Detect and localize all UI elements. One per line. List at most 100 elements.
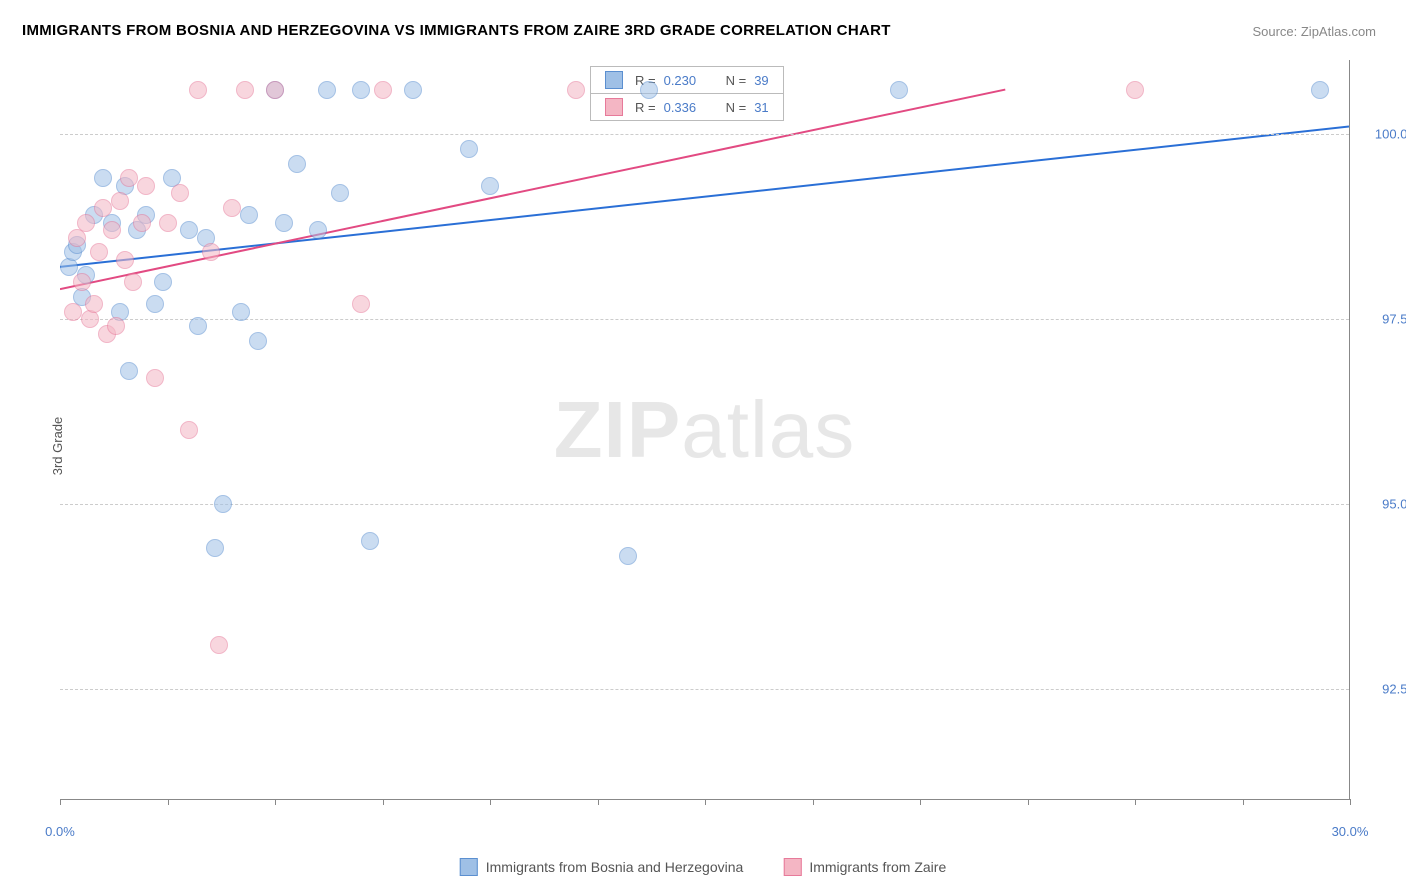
scatter-point-zaire bbox=[159, 214, 177, 232]
x-tick bbox=[168, 799, 169, 805]
scatter-point-zaire bbox=[352, 295, 370, 313]
scatter-point-bosnia bbox=[240, 206, 258, 224]
legend-item-bosnia: Immigrants from Bosnia and Herzegovina bbox=[460, 858, 744, 876]
r-value: 0.336 bbox=[664, 100, 708, 115]
gridline-horizontal bbox=[60, 504, 1349, 505]
scatter-point-zaire bbox=[73, 273, 91, 291]
scatter-point-bosnia bbox=[206, 539, 224, 557]
r-label: R = bbox=[635, 100, 656, 115]
x-tick bbox=[705, 799, 706, 805]
n-value: 31 bbox=[754, 100, 768, 115]
scatter-point-bosnia bbox=[318, 81, 336, 99]
x-tick bbox=[813, 799, 814, 805]
x-tick bbox=[920, 799, 921, 805]
scatter-point-zaire bbox=[120, 169, 138, 187]
legend-stats-box: R =0.230N =39 R = 0.336 N = 31 bbox=[590, 66, 784, 121]
scatter-point-zaire bbox=[171, 184, 189, 202]
x-tick bbox=[1135, 799, 1136, 805]
watermark-atlas: atlas bbox=[681, 385, 855, 474]
scatter-point-bosnia bbox=[619, 547, 637, 565]
scatter-point-bosnia bbox=[120, 362, 138, 380]
x-tick bbox=[490, 799, 491, 805]
legend-item-zaire: Immigrants from Zaire bbox=[783, 858, 946, 876]
scatter-point-zaire bbox=[64, 303, 82, 321]
scatter-point-zaire bbox=[189, 81, 207, 99]
y-tick-label: 92.5% bbox=[1382, 682, 1406, 697]
x-tick bbox=[60, 799, 61, 805]
scatter-point-zaire bbox=[180, 421, 198, 439]
scatter-point-bosnia bbox=[460, 140, 478, 158]
scatter-point-zaire bbox=[107, 317, 125, 335]
scatter-point-bosnia bbox=[890, 81, 908, 99]
y-tick-label: 100.0% bbox=[1375, 127, 1406, 142]
scatter-point-zaire bbox=[111, 192, 129, 210]
x-tick-label: 30.0% bbox=[1332, 824, 1369, 839]
legend-swatch-bosnia bbox=[605, 71, 623, 89]
scatter-point-zaire bbox=[223, 199, 241, 217]
scatter-point-bosnia bbox=[361, 532, 379, 550]
legend-swatch-zaire bbox=[783, 858, 801, 876]
watermark-zip: ZIP bbox=[554, 385, 681, 474]
legend-label-zaire: Immigrants from Zaire bbox=[809, 859, 946, 875]
n-label: N = bbox=[726, 100, 747, 115]
x-tick-label: 0.0% bbox=[45, 824, 75, 839]
scatter-point-zaire bbox=[90, 243, 108, 261]
x-tick bbox=[383, 799, 384, 805]
scatter-point-zaire bbox=[77, 214, 95, 232]
scatter-point-bosnia bbox=[1311, 81, 1329, 99]
gridline-horizontal bbox=[60, 319, 1349, 320]
scatter-point-bosnia bbox=[232, 303, 250, 321]
legend-swatch-zaire bbox=[605, 98, 623, 116]
x-tick bbox=[275, 799, 276, 805]
legend-label-bosnia: Immigrants from Bosnia and Herzegovina bbox=[486, 859, 744, 875]
watermark: ZIPatlas bbox=[554, 384, 855, 476]
gridline-horizontal bbox=[60, 134, 1349, 135]
scatter-point-zaire bbox=[133, 214, 151, 232]
gridline-horizontal bbox=[60, 689, 1349, 690]
scatter-point-zaire bbox=[1126, 81, 1144, 99]
scatter-point-bosnia bbox=[640, 81, 658, 99]
legend-stats-row-bosnia: R =0.230N =39 bbox=[591, 67, 783, 93]
scatter-point-bosnia bbox=[249, 332, 267, 350]
scatter-point-zaire bbox=[210, 636, 228, 654]
scatter-point-zaire bbox=[146, 369, 164, 387]
scatter-point-zaire bbox=[374, 81, 392, 99]
x-tick bbox=[598, 799, 599, 805]
legend-stats-row-zaire: R = 0.336 N = 31 bbox=[591, 93, 783, 120]
x-tick bbox=[1028, 799, 1029, 805]
scatter-point-bosnia bbox=[404, 81, 422, 99]
scatter-point-zaire bbox=[124, 273, 142, 291]
chart-title: IMMIGRANTS FROM BOSNIA AND HERZEGOVINA V… bbox=[22, 22, 891, 39]
plot-area: ZIPatlas R =0.230N =39R =0.336N =31 92.5… bbox=[60, 60, 1350, 800]
scatter-point-zaire bbox=[137, 177, 155, 195]
scatter-point-zaire bbox=[567, 81, 585, 99]
scatter-point-zaire bbox=[266, 81, 284, 99]
scatter-point-zaire bbox=[236, 81, 254, 99]
y-tick-label: 97.5% bbox=[1382, 312, 1406, 327]
trend-line-bosnia bbox=[60, 127, 1349, 267]
scatter-point-zaire bbox=[85, 295, 103, 313]
source-attribution: Source: ZipAtlas.com bbox=[1252, 24, 1376, 39]
trend-line-zaire bbox=[60, 90, 1005, 290]
scatter-point-bosnia bbox=[154, 273, 172, 291]
legend-swatch-bosnia bbox=[460, 858, 478, 876]
y-tick-label: 95.0% bbox=[1382, 497, 1406, 512]
scatter-point-zaire bbox=[94, 199, 112, 217]
scatter-point-bosnia bbox=[214, 495, 232, 513]
scatter-point-bosnia bbox=[309, 221, 327, 239]
x-tick bbox=[1243, 799, 1244, 805]
scatter-point-bosnia bbox=[189, 317, 207, 335]
scatter-point-bosnia bbox=[180, 221, 198, 239]
n-value: 39 bbox=[754, 73, 768, 88]
series-legend: Immigrants from Bosnia and Herzegovina Im… bbox=[460, 858, 946, 876]
scatter-point-zaire bbox=[202, 243, 220, 261]
scatter-point-bosnia bbox=[275, 214, 293, 232]
x-tick bbox=[1350, 799, 1351, 805]
r-value: 0.230 bbox=[664, 73, 708, 88]
scatter-point-bosnia bbox=[146, 295, 164, 313]
scatter-point-bosnia bbox=[331, 184, 349, 202]
scatter-point-bosnia bbox=[288, 155, 306, 173]
scatter-point-bosnia bbox=[352, 81, 370, 99]
scatter-point-zaire bbox=[116, 251, 134, 269]
scatter-point-bosnia bbox=[481, 177, 499, 195]
